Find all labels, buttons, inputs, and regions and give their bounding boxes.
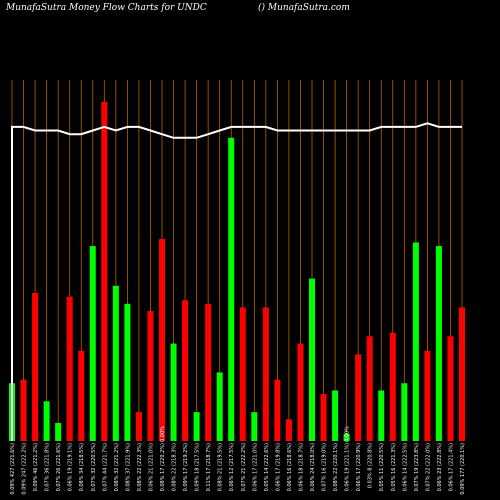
bar	[285, 419, 292, 441]
x-tick-label: 0.09% 427 (221.6%)	[10, 443, 16, 495]
x-tick-label: 0.09% 18 (217.5%)	[195, 443, 201, 491]
x-tick-label: 0.06% 14 (222.5%)	[402, 443, 408, 491]
bar	[124, 303, 131, 441]
bar	[193, 412, 200, 441]
bar	[447, 336, 454, 441]
x-tick-label: 0.07% 21 (222.2%)	[241, 443, 247, 491]
x-tick-label: 0.08% 17 (220.2%)	[160, 443, 166, 491]
bar	[424, 350, 431, 441]
x-tick-label: 0.05% 14 (222.6%)	[264, 443, 270, 491]
bar	[251, 412, 258, 441]
x-tick-label: 0.06% 18 (218.7%)	[298, 443, 304, 491]
bar	[135, 412, 142, 441]
bar	[78, 350, 85, 441]
bar	[389, 332, 396, 441]
bar	[182, 300, 189, 441]
bar	[112, 285, 119, 441]
x-tick-label: 0.08% 22 (218.3%)	[172, 443, 178, 491]
x-tick-label: 0.06% 23 (222.8%)	[437, 443, 443, 491]
x-tick-label: 0.09% 46 (221.2%)	[33, 443, 39, 491]
x-tick-label: 0.05% 11 (220.5%)	[379, 443, 385, 491]
bar	[355, 354, 362, 441]
x-tick-label: 0.06% 17 (220.9%)	[356, 443, 362, 491]
bar	[401, 383, 408, 441]
x-tick-label: 0.07% 26 (221.6%)	[56, 443, 62, 491]
x-tick-label: 0.08% 21 (219.5%)	[218, 443, 224, 491]
bar	[55, 422, 62, 441]
bar	[309, 278, 315, 441]
x-tick-label: 0.08% 22 (220.1%)	[333, 443, 339, 491]
bar-series	[9, 101, 465, 441]
bar	[89, 246, 96, 441]
bar	[343, 433, 350, 441]
bar	[378, 390, 385, 441]
x-tick-label: 0.08% 34 (218.5%)	[79, 443, 85, 491]
bar	[274, 379, 281, 441]
x-tick-label: 0.03% 8 (220.8%)	[368, 443, 374, 488]
x-tick-label: 0.09% 247 (222.2%)	[22, 443, 28, 495]
x-tick-label: 0.11% 17 (218.7%)	[206, 443, 212, 491]
chart-title: MunafaSutra Money Flow Charts for UNDC	[6, 3, 207, 13]
bar	[262, 307, 269, 441]
bar	[459, 307, 465, 441]
bar	[320, 394, 327, 441]
bar	[159, 238, 165, 441]
x-tick-label: 0.07% 36 (221.8%)	[45, 443, 51, 491]
bar	[32, 292, 39, 441]
x-tick-label: 0.08% 32 (221.2%)	[114, 443, 120, 491]
bar	[205, 303, 212, 441]
bar	[435, 246, 442, 441]
x-tick-labels: 0.09% 427 (221.6%) 0.09% 247 (222.2%) 0.09…	[10, 426, 466, 495]
x-tick-label: 0.06% 19 (221.1%)	[345, 443, 351, 491]
bar	[216, 372, 223, 441]
x-tick-label: 0.09% 17 (219.2%)	[183, 443, 189, 491]
x-tick-label: 0.07% 16 (219.0%)	[322, 443, 328, 491]
x-tick-label: 0.06% 17 (221.0%)	[252, 443, 258, 491]
x-tick-label: 0.06% 17 (219.8%)	[275, 443, 281, 491]
bar	[20, 379, 27, 441]
site-label: () MunafaSutra.com	[258, 3, 350, 13]
line-series	[11, 122, 462, 441]
x-tick-label: 0.07% 19 (223.8%)	[414, 443, 420, 491]
x-tick-label: 0.06% 16 (218.6%)	[287, 443, 293, 491]
x-tick-label: 0.08% 37 (221.9%)	[125, 443, 131, 491]
x-tick-label: 0.07% 32 (220.5%)	[91, 443, 97, 491]
extra-label: 0.00%	[160, 426, 166, 442]
x-tick-label: 0.06% 19 (219.1%)	[68, 443, 74, 491]
x-tick-label: 0.06% 24 (218.0%)	[310, 443, 316, 491]
money-flow-line	[11, 122, 462, 441]
x-tick-label: 0.08% 22 (222.3%)	[137, 443, 143, 491]
x-tick-label: 0.07% 44 (221.7%)	[102, 443, 108, 491]
bar	[43, 401, 50, 441]
bar	[228, 137, 235, 441]
x-tick-label: 0.05% 16 (221.3%)	[391, 443, 397, 491]
bar	[66, 296, 73, 441]
x-tick-label: 0.06% 17 (221.4%)	[448, 443, 454, 491]
bar	[101, 101, 108, 441]
bar	[170, 343, 177, 441]
x-tick-label: 0.06% 21 (221.0%)	[148, 443, 154, 491]
extra-label: 0.00%	[345, 426, 351, 442]
bar	[297, 343, 304, 441]
bar	[239, 307, 246, 441]
bar	[332, 390, 339, 441]
x-tick-label: 0.07% 22 (222.0%)	[425, 443, 431, 491]
x-tick-label: 0.06% 12 (217.5%)	[229, 443, 235, 491]
bar	[366, 336, 373, 441]
bar	[147, 311, 154, 441]
x-tick-label: 0.09% 177 (220.1%)	[460, 443, 466, 495]
bar	[412, 242, 419, 441]
